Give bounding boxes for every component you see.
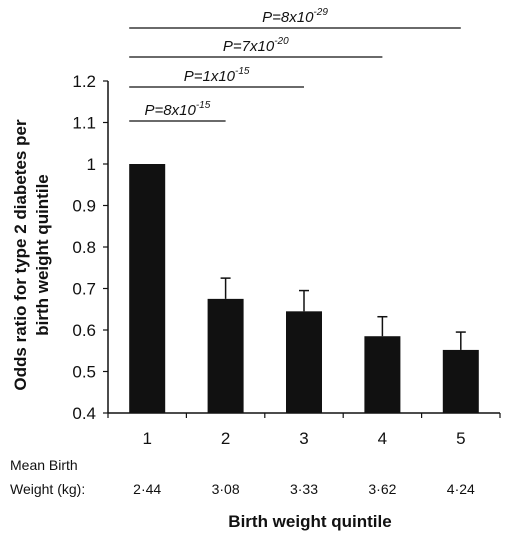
y-tick-label: 1.2 [72, 72, 96, 91]
y-tick-label: 0.6 [72, 321, 96, 340]
x-tick-label: 3 [299, 429, 308, 448]
y-axis-title-line2: birth weight quintile [33, 174, 52, 335]
mean-weight-row: 2·44 3·08 3·33 3·62 4·24 [133, 481, 475, 497]
comparison-pvalue: P=1x10-15 [184, 66, 250, 85]
x-tick-label: 4 [378, 429, 387, 448]
bar [286, 311, 322, 413]
y-tick-label: 0.8 [72, 238, 96, 257]
comparison-pvalue: P=7x10-20 [223, 36, 289, 55]
mean-weight-label-line2: Weight (kg): [10, 481, 85, 497]
mean-weight-value: 3·33 [290, 481, 318, 497]
mean-weight-value: 3·62 [368, 481, 396, 497]
bar [129, 164, 166, 413]
y-tick-label: 1.1 [72, 114, 96, 133]
x-axis-title: Birth weight quintile [228, 512, 391, 531]
y-tick-label: 0.9 [72, 197, 96, 216]
mean-weight-value: 2·44 [133, 481, 161, 497]
mean-weight-value: 3·08 [212, 481, 240, 497]
chart-axes [103, 80, 501, 418]
y-tick-label: 0.7 [72, 280, 96, 299]
bars-group [129, 164, 479, 413]
error-bars-group [220, 277, 466, 350]
x-tick-label: 5 [456, 429, 465, 448]
bar [207, 298, 244, 413]
significance-comparisons: P=8x10-15 P=1x10-15 P=7x10-20 P=8x10-29 [129, 7, 461, 122]
bar [364, 336, 401, 413]
y-axis-title-line1: Odds ratio for type 2 diabetes per [11, 119, 30, 391]
bar [442, 349, 479, 413]
y-tick-label: 0.5 [72, 363, 96, 382]
comparison-pvalue: P=8x10-29 [262, 7, 328, 26]
x-tick-label: 1 [142, 429, 151, 448]
tick-labels-group: 0.4 0.5 0.6 0.7 0.8 0.9 1 1.1 1.2 1 2 3 4 5 [72, 72, 465, 448]
y-tick-label: 1 [87, 155, 96, 174]
mean-weight-value: 4·24 [447, 481, 475, 497]
x-tick-label: 2 [221, 429, 230, 448]
comparison-pvalue: P=8x10-15 [145, 100, 211, 119]
y-tick-label: 0.4 [72, 404, 96, 423]
mean-weight-label-line1: Mean Birth [10, 457, 78, 473]
